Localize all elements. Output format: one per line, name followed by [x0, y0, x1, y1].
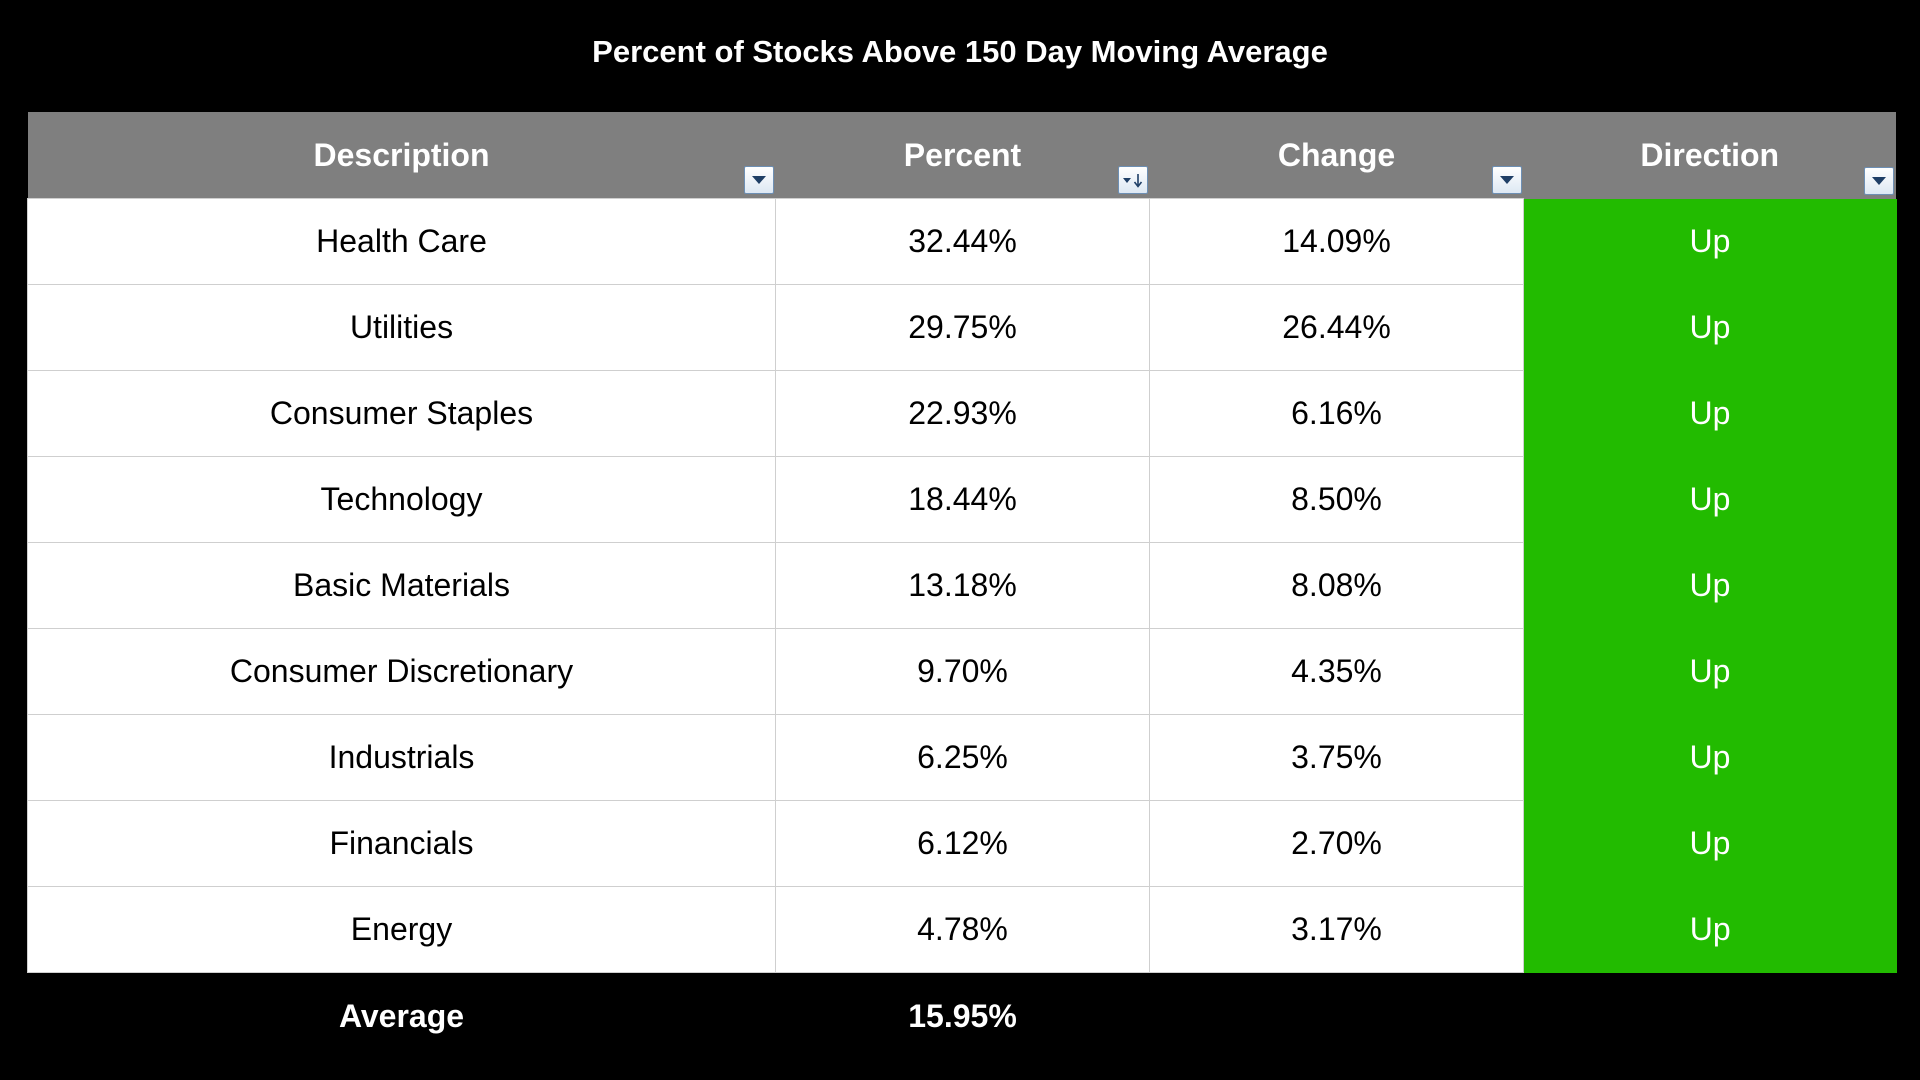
data-table: Description Percent Change: [27, 112, 1897, 1059]
percent-cell: 32.44%: [775, 198, 1150, 285]
change-cell: 8.50%: [1149, 456, 1524, 543]
direction-cell: Up: [1523, 886, 1897, 973]
chart-title: Percent of Stocks Above 150 Day Moving A…: [592, 34, 1328, 69]
average-percent: 15.95%: [775, 972, 1150, 1059]
column-header-label: Change: [1277, 136, 1396, 173]
percent-cell: 22.93%: [775, 370, 1150, 457]
direction-cell: Up: [1523, 456, 1897, 543]
description-cell: Health Care: [27, 198, 776, 285]
column-header-label: Direction: [1640, 136, 1780, 173]
percent-cell: 18.44%: [775, 456, 1150, 543]
change-cell: 6.16%: [1149, 370, 1524, 457]
description-cell: Industrials: [27, 714, 776, 801]
description-cell: Basic Materials: [27, 542, 776, 629]
filter-dropdown-icon[interactable]: [1491, 166, 1522, 194]
table-row: Energy 4.78% 3.17% Up: [27, 886, 1897, 973]
average-label: Average: [27, 972, 776, 1059]
table-row: Consumer Discretionary 9.70% 4.35% Up: [27, 628, 1897, 715]
percent-cell: 4.78%: [775, 886, 1150, 973]
percent-cell: 13.18%: [775, 542, 1150, 629]
header-row: Description Percent Change: [27, 112, 1897, 199]
description-cell: Consumer Staples: [27, 370, 776, 457]
change-cell: 8.08%: [1149, 542, 1524, 629]
direction-cell: Up: [1523, 370, 1897, 457]
percent-cell: 6.25%: [775, 714, 1150, 801]
column-header-description: Description: [27, 112, 776, 199]
description-cell: Utilities: [27, 284, 776, 371]
table-row: Industrials 6.25% 3.75% Up: [27, 714, 1897, 801]
table-row: Financials 6.12% 2.70% Up: [27, 800, 1897, 887]
column-header-percent: Percent: [775, 112, 1150, 199]
average-change-empty: [1149, 972, 1524, 1059]
percent-cell: 9.70%: [775, 628, 1150, 715]
change-cell: 4.35%: [1149, 628, 1524, 715]
table-row: Basic Materials 13.18% 8.08% Up: [27, 542, 1897, 629]
average-row: Average 15.95%: [27, 972, 1897, 1059]
column-header-label: Percent: [903, 136, 1022, 173]
table-row: Health Care 32.44% 14.09% Up: [27, 198, 1897, 285]
average-direction-empty: [1523, 972, 1897, 1059]
change-cell: 2.70%: [1149, 800, 1524, 887]
column-header-change: Change: [1149, 112, 1524, 199]
change-cell: 3.17%: [1149, 886, 1524, 973]
table-row: Consumer Staples 22.93% 6.16% Up: [27, 370, 1897, 457]
description-cell: Technology: [27, 456, 776, 543]
description-cell: Consumer Discretionary: [27, 628, 776, 715]
description-cell: Financials: [27, 800, 776, 887]
table-row: Technology 18.44% 8.50% Up: [27, 456, 1897, 543]
percent-cell: 29.75%: [775, 284, 1150, 371]
table-body: Health Care 32.44% 14.09% Up Utilities 2…: [27, 198, 1897, 973]
percent-cell: 6.12%: [775, 800, 1150, 887]
change-cell: 26.44%: [1149, 284, 1524, 371]
column-header-direction: Direction: [1523, 112, 1897, 199]
direction-cell: Up: [1523, 198, 1897, 285]
description-cell: Energy: [27, 886, 776, 973]
direction-cell: Up: [1523, 800, 1897, 887]
direction-cell: Up: [1523, 542, 1897, 629]
filter-dropdown-icon[interactable]: [743, 166, 774, 194]
direction-cell: Up: [1523, 714, 1897, 801]
column-header-label: Description: [313, 136, 490, 173]
direction-cell: Up: [1523, 628, 1897, 715]
direction-cell: Up: [1523, 284, 1897, 371]
filter-dropdown-icon[interactable]: [1864, 166, 1894, 195]
sort-descending-filter-icon[interactable]: [1117, 166, 1148, 194]
change-cell: 3.75%: [1149, 714, 1524, 801]
change-cell: 14.09%: [1149, 198, 1524, 285]
table-row: Utilities 29.75% 26.44% Up: [27, 284, 1897, 371]
